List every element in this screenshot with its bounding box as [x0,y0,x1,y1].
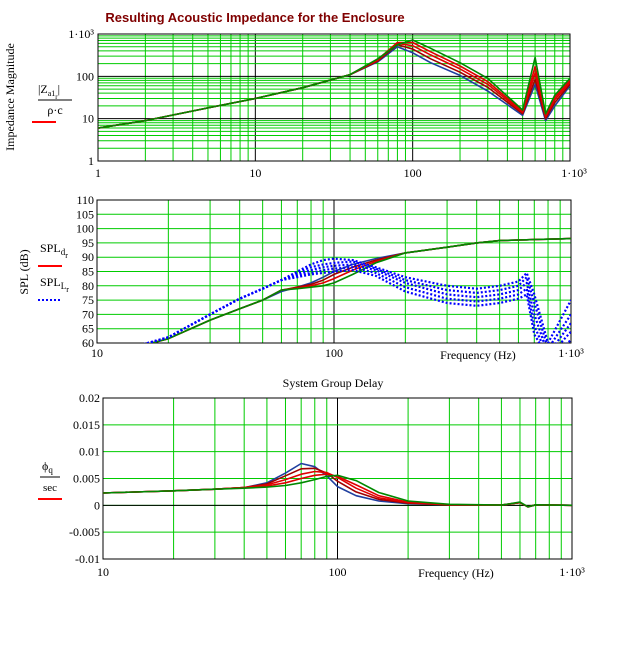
chart-spl-xtick-label: 100 [325,346,343,360]
chart-delay-ytick-label: -0.01 [75,552,100,566]
chart-spl-ylabel: SPL (dB) [17,249,31,294]
chart-delay-legend-numerator: ϕq [42,459,53,475]
chart-spl-ytick-label: 110 [76,193,94,207]
chart-impedance-xtick-label: 10 [249,166,261,180]
chart-impedance-ylabel: Impedance Magnitude [3,43,17,151]
chart-delay-xtick-label: 1·10³ [559,565,585,579]
chart-impedance-ytick-label: 1·10³ [68,27,94,41]
chart-impedance-series-4-line [98,39,570,129]
chart-spl-frame [96,199,572,344]
chart-spl-xtick-label: 10 [91,346,103,360]
chart-spl-ytick-label: 65 [82,322,94,336]
chart-delay-ytick-label: 0.015 [73,418,100,432]
chart-spl-legend-label: SPLdr [40,241,68,260]
chart-impedance-xtick-label: 1·10³ [561,166,587,180]
chart-impedance: Resulting Acoustic Impedance for the Enc… [3,10,587,180]
chart-spl-xtick-label: 1·10³ [558,346,584,360]
chart-impedance-ytick-label: 1 [88,154,94,168]
chart-impedance-xtick-label: 100 [404,166,422,180]
chart-impedance-series-group [98,39,570,129]
chart-delay-xtick-label: 10 [97,565,109,579]
chart-impedance-legend: |Za1r| ρ·c [32,82,72,123]
chart-delay-title: System Group Delay [283,376,384,390]
chart-spl-ytick-label: 85 [82,265,94,279]
chart-spl-series-7-line [143,266,571,343]
chart-delay-ytick-label: 0.02 [79,391,100,405]
chart-spl-ytick-label: 70 [82,307,94,321]
chart-spl-ytick-label: 95 [82,236,94,250]
chart-spl-ytick-label: 75 [82,293,94,307]
chart-spl-series-group [143,237,571,343]
chart-spl-legend: SPLdr SPLLr [38,241,69,301]
chart-delay-legend-denominator: sec [43,482,57,494]
chart-impedance-legend-denominator: ρ·c [47,103,62,117]
chart-spl-series-6-line [143,263,571,343]
chart-delay-ytick-label: -0.005 [69,525,100,539]
chart-impedance-legend-numerator: |Za1r| [38,82,60,101]
chart-spl-ytick-label: 105 [76,207,94,221]
chart-impedance-xtick-label: 1 [95,166,101,180]
chart-delay-legend: ϕq sec [38,459,62,500]
chart-spl: 10 100 1·10³6065707580859095100105110Frequ… [17,193,584,362]
chart-spl-series-8-line [143,269,571,343]
chart-spl-ytick-label: 90 [82,250,94,264]
chart-delay: System Group Delay 10 100 1·10³ -0.01 -0.005 0… [38,376,585,580]
chart-delay-ytick-label: 0.01 [79,445,100,459]
chart-spl-ytick-label: 80 [82,279,94,293]
chart-delay-series-group [103,462,572,508]
chart-delay-ytick-label: 0 [94,498,100,512]
chart-spl-ytick-label: 100 [76,222,94,236]
chart-impedance-ytick-label: 100 [76,69,94,83]
chart-delay-frame [102,397,573,560]
chart-delay-xtick-label: 100 [329,565,347,579]
chart-delay-ytick-label: 0.005 [73,472,100,486]
chart-spl-legend-label: SPLLr [40,275,69,294]
chart-spl-ytick-label: 60 [82,336,94,350]
chart-delay-series-4-line [103,474,572,508]
chart-spl-xlabel: Frequency (Hz) [440,348,516,362]
chart-impedance-ytick-label: 10 [82,112,94,126]
chart-spl-series-4-line [143,257,571,343]
chart-spl-series-3-line [148,237,571,343]
chart-impedance-frame [97,33,571,162]
chart-delay-xlabel: Frequency (Hz) [418,566,494,580]
chart-impedance-title: Resulting Acoustic Impedance for the Enc… [105,10,404,25]
